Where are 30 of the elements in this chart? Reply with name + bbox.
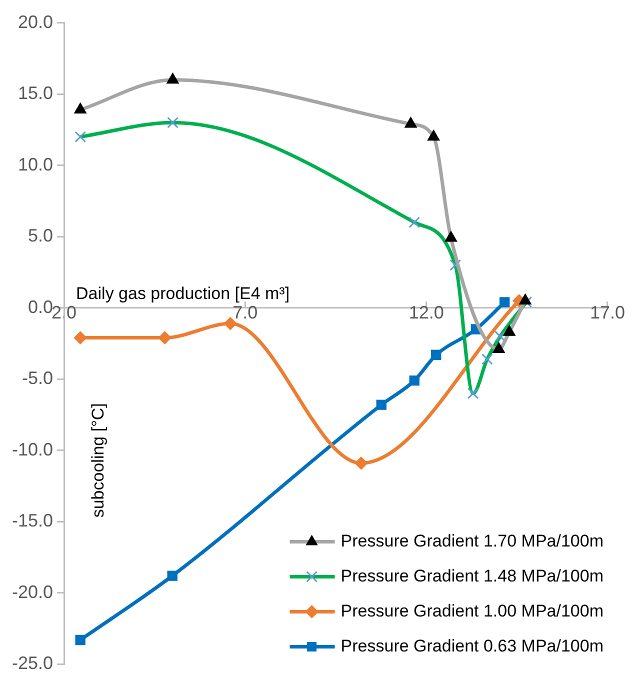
point xyxy=(431,350,442,360)
y-tick-label: -10.0 xyxy=(12,439,54,460)
point xyxy=(376,400,386,410)
y-tick-label: -25.0 xyxy=(12,653,54,674)
x-tick-label: 2.0 xyxy=(52,302,77,323)
point xyxy=(74,331,87,344)
x-tick-label: 17.0 xyxy=(590,302,626,323)
y-tick-label: 5.0 xyxy=(28,226,54,246)
point xyxy=(409,375,420,386)
x-tick-label: 7.0 xyxy=(232,302,258,323)
y-tick-label: 15.0 xyxy=(18,83,54,104)
x-tick-label: 12.0 xyxy=(408,302,444,323)
point xyxy=(158,331,172,344)
legend-label: Pressure Gradient 0.63 MPa/100m xyxy=(340,636,604,656)
point xyxy=(499,297,510,308)
x-axis-title: Daily gas production [E4 m³] xyxy=(76,284,290,304)
y-axis-title: subcooling [°C] xyxy=(88,403,108,518)
point xyxy=(75,634,86,646)
legend-label: Pressure Gradient 1.70 MPa/100m xyxy=(340,531,604,550)
y-tick-label: -15.0 xyxy=(12,510,54,531)
y-tick-label: -20.0 xyxy=(12,582,54,602)
point xyxy=(167,570,178,581)
y-tick-label: -5.0 xyxy=(22,368,54,388)
point xyxy=(354,456,368,470)
legend-label: Pressure Gradient 1.00 MPa/100m xyxy=(340,601,604,620)
y-tick-label: 20.0 xyxy=(18,12,54,32)
point xyxy=(224,317,237,330)
y-tick-label: 0.0 xyxy=(28,296,54,317)
y-tick-label: 10.0 xyxy=(18,154,54,174)
legend-label: Pressure Gradient 1.48 MPa/100m xyxy=(340,566,604,586)
